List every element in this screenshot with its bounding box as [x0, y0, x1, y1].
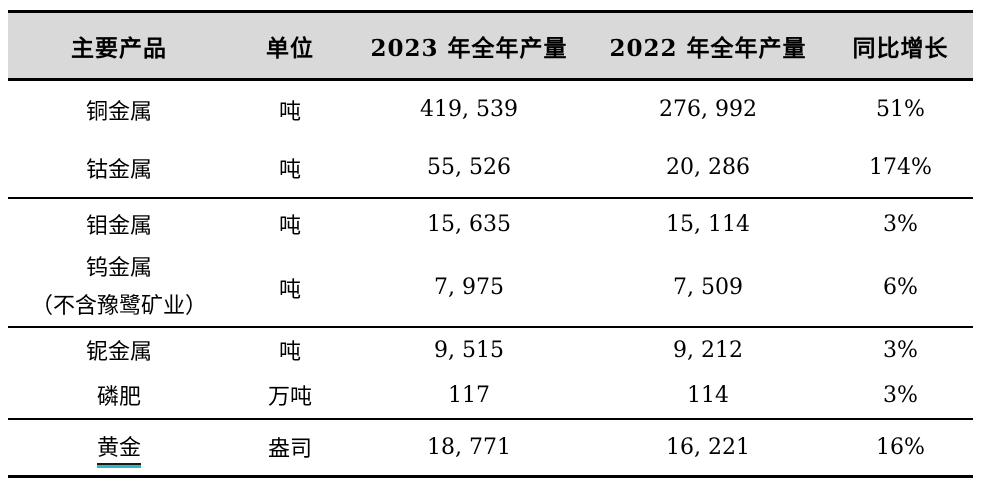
cell-yoy-growth: 174%	[869, 155, 932, 180]
cell-2022-output: 20, 286	[666, 155, 750, 180]
cell-2023-output: 18, 771	[427, 434, 511, 460]
cell-product: 黄金	[8, 419, 230, 477]
cell-unit: 吨	[278, 157, 301, 183]
col-header-unit: 单位	[266, 34, 314, 62]
cell-unit: 吨	[278, 214, 301, 239]
table-row-gold: 黄金 盎司 18, 771 16, 221 16%	[8, 419, 973, 477]
table-row-phosphate: 磷肥 万吨 117 114 3%	[8, 373, 973, 419]
cell-2023-output: 419, 539	[420, 97, 518, 123]
col-header-2022-output: 2022 年全年产量	[609, 34, 807, 62]
cell-2023-output: 9, 515	[434, 337, 504, 363]
cell-yoy-growth: 3%	[883, 382, 918, 408]
cell-yoy-growth: 51%	[876, 97, 925, 123]
cell-yoy-growth: 6%	[883, 275, 918, 300]
table-row-cobalt: 钴金属 吨 55, 526 20, 286 174%	[8, 139, 973, 198]
cell-product: 铌金属	[85, 340, 152, 365]
cell-yoy-growth: 16%	[876, 434, 925, 460]
cell-product: 钼金属	[85, 214, 152, 239]
cell-2022-output: 9, 212	[673, 337, 743, 363]
cell-unit: 吨	[278, 277, 301, 303]
col-header-product: 主要产品	[71, 34, 167, 62]
col-header-2023-output: 2023 年全年产量	[370, 34, 568, 62]
cell-2022-output: 16, 221	[666, 434, 750, 460]
table-row-molybdenum: 钼金属 吨 15, 635 15, 114 3%	[8, 198, 973, 250]
cell-yoy-growth: 3%	[883, 211, 918, 237]
cell-unit: 吨	[278, 340, 301, 365]
cell-2023-output: 7, 975	[434, 275, 504, 300]
cell-unit: 万吨	[267, 385, 312, 410]
cell-product: 钨金属 （不含豫鹭矿业）	[30, 255, 207, 319]
gold-underlined-text: 黄金	[96, 430, 141, 465]
cell-unit: 盎司	[267, 437, 312, 463]
cell-product: 铜金属	[85, 99, 152, 125]
cell-2023-output: 55, 526	[427, 155, 511, 180]
cell-product: 磷肥	[96, 385, 141, 410]
cell-2022-output: 276, 992	[659, 97, 757, 123]
cell-2022-output: 15, 114	[666, 211, 750, 237]
cell-2022-output: 7, 509	[673, 275, 743, 300]
table-row-copper: 铜金属 吨 419, 539 276, 992 51%	[8, 80, 973, 139]
cell-unit: 吨	[278, 99, 301, 125]
cell-2023-output: 117	[448, 382, 490, 408]
table-row-tungsten: 钨金属 （不含豫鹭矿业） 吨 7, 975 7, 509 6%	[8, 250, 973, 327]
table-row-niobium: 铌金属 吨 9, 515 9, 212 3%	[8, 327, 973, 373]
col-header-yoy-growth: 同比增长	[852, 34, 949, 62]
cell-product: 钴金属	[85, 157, 152, 183]
cell-2023-output: 15, 635	[427, 211, 511, 237]
cell-yoy-growth: 3%	[883, 337, 918, 363]
cell-2022-output: 114	[687, 382, 729, 408]
table-header-row: 主要产品 单位 2023 年全年产量 2022 年全年产量 同比增长	[8, 11, 973, 80]
production-table: 主要产品 单位 2023 年全年产量 2022 年全年产量 同比增长 铜金属 吨…	[8, 10, 973, 478]
